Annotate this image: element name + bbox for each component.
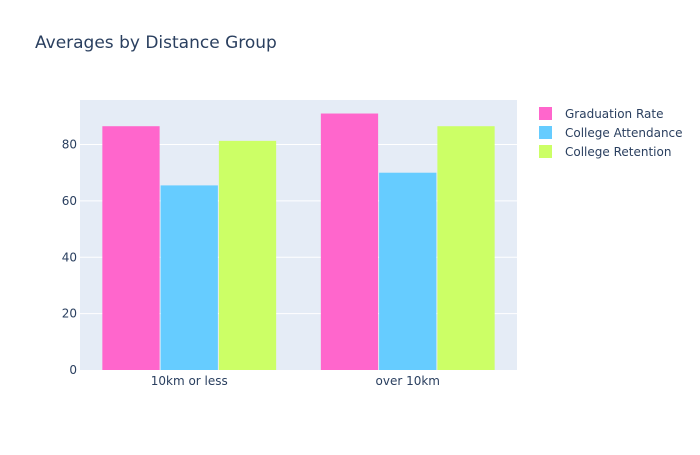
bar-college-attendance [379,172,437,370]
bar-graduation-rate [320,113,379,370]
bar-college-retention [437,126,495,371]
legend-label: College Attendance [565,126,683,140]
bar-graduation-rate [102,126,160,371]
bar-college-attendance [160,185,218,370]
legend-swatch [539,107,552,120]
y-tick-label: 0 [69,363,77,377]
chart-title: Averages by Distance Group [35,33,277,53]
y-tick-label: 80 [62,138,77,152]
bar-college-retention [218,140,277,370]
legend-swatch [539,145,552,158]
x-tick-label: over 10km [376,374,440,388]
legend-label: Graduation Rate [565,107,663,121]
legend-label: College Retention [565,145,671,159]
x-tick-label: 10km or less [151,374,228,388]
y-tick-label: 60 [62,194,77,208]
legend-swatch [539,126,552,139]
y-tick-label: 40 [62,250,77,264]
y-tick-label: 20 [62,307,77,321]
